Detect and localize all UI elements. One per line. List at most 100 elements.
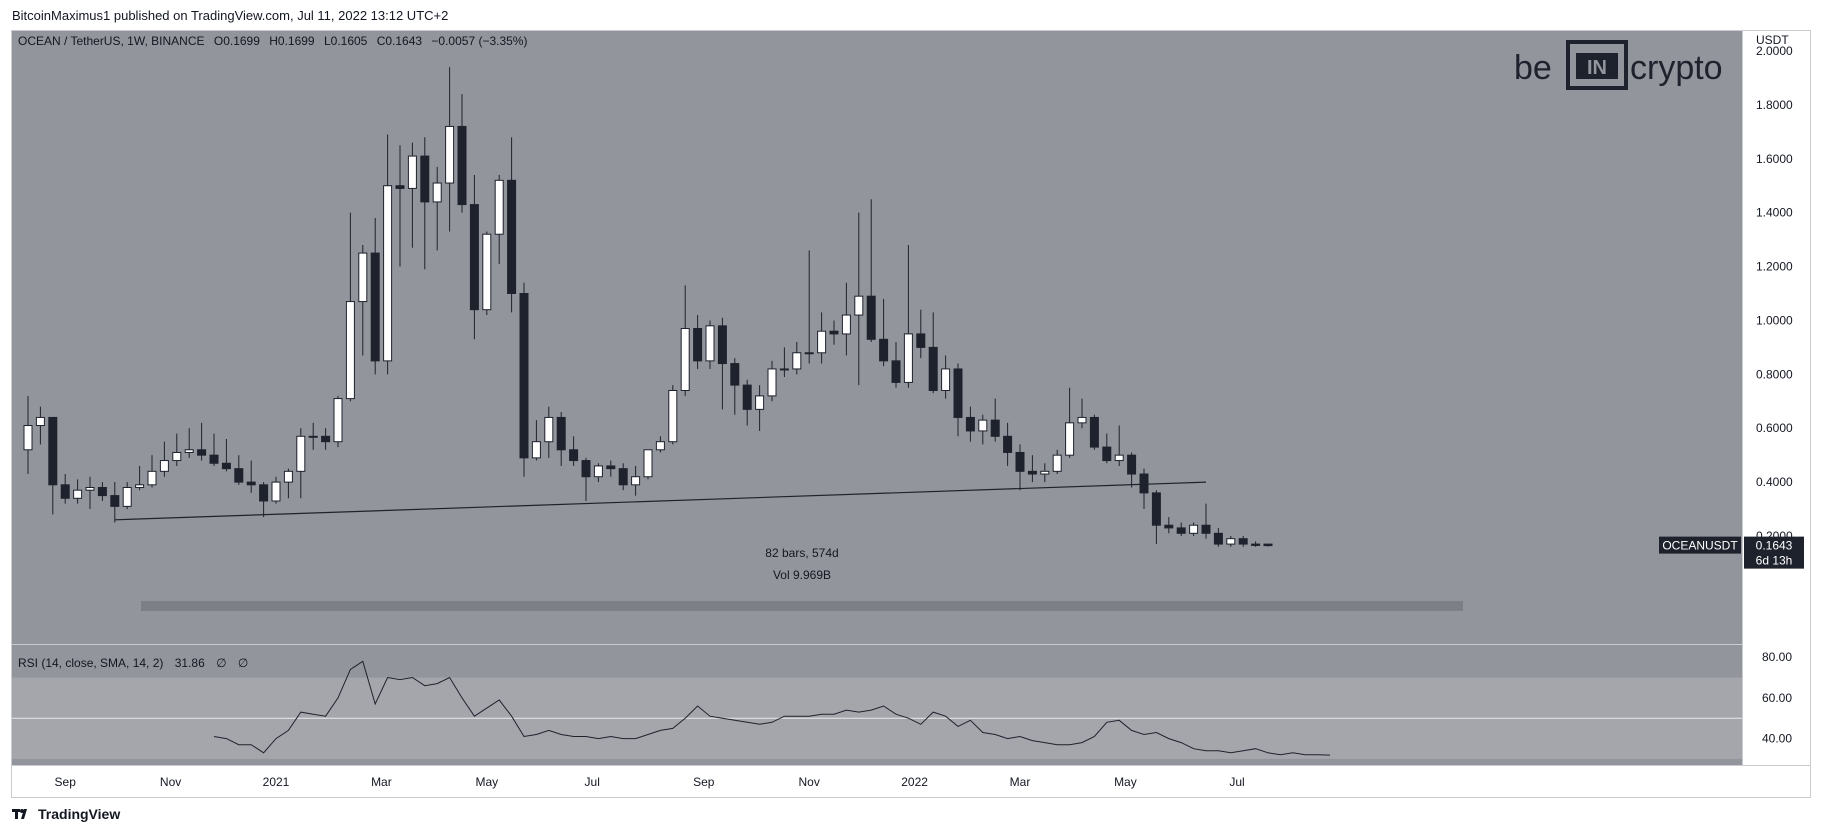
candle-body	[1040, 470, 1050, 475]
candle-body	[1164, 524, 1174, 529]
watermark-box	[1566, 40, 1628, 90]
candle-98	[1238, 536, 1248, 547]
candle-93	[1176, 522, 1186, 536]
candle-body	[879, 338, 889, 362]
candle-body	[903, 333, 913, 383]
candle-37	[482, 231, 492, 316]
candle-body	[1226, 538, 1236, 545]
candle-body	[792, 352, 802, 370]
candle-body	[569, 449, 579, 462]
rsi-tick-label: 40.00	[1762, 732, 1792, 746]
candle-46	[593, 463, 603, 483]
candle-body	[308, 435, 318, 438]
candle-18	[246, 460, 256, 493]
candle-body	[866, 295, 876, 340]
candle-body	[445, 125, 455, 184]
price-label-value: 0.1643	[1756, 539, 1793, 553]
rsi-axis-ticks: 80.00 60.00 40.00	[1762, 650, 1792, 745]
candle-body	[1077, 416, 1087, 424]
candle-65	[829, 320, 839, 345]
price-tick-label: 0.4000	[1756, 475, 1793, 489]
candle-5	[85, 476, 95, 510]
candle-body	[854, 295, 864, 316]
candle-33	[432, 166, 442, 251]
candle-48	[618, 463, 628, 491]
candle-body	[97, 487, 107, 497]
candle-74	[941, 355, 951, 399]
candle-body	[941, 368, 951, 392]
time-tick-label: Nov	[160, 775, 181, 789]
candle-body	[1176, 527, 1186, 534]
candle-56	[717, 317, 727, 410]
candle-body	[73, 489, 83, 499]
candles-group	[23, 67, 1273, 547]
candle-50	[643, 449, 653, 480]
candle-90	[1139, 468, 1149, 510]
candle-body	[23, 425, 33, 451]
candle-78	[990, 398, 1000, 442]
candle-body	[507, 179, 517, 294]
price-axis-unit: USDT	[1756, 33, 1789, 47]
rsi-tick-label: 60.00	[1762, 691, 1792, 705]
symbol-label: OCEANUSDT	[1662, 539, 1738, 553]
candle-body	[110, 495, 120, 507]
candle-body	[184, 449, 194, 453]
candle-70	[891, 342, 901, 388]
candle-2	[48, 416, 58, 515]
price-tick-label: 0.8000	[1756, 367, 1793, 381]
price-label-countdown: 6d 13h	[1756, 554, 1793, 568]
candle-body	[469, 204, 479, 311]
candle-41	[531, 420, 541, 461]
price-tick-label: 0.6000	[1756, 421, 1793, 435]
time-axis-ticks: Sep Nov 2021 Mar May Jul Sep Nov 2022 Mar May Jul	[55, 775, 1245, 789]
candle-body	[990, 419, 1000, 437]
candle-55	[705, 320, 715, 369]
candle-89	[1127, 452, 1137, 488]
candle-100	[1263, 543, 1273, 547]
candle-83	[1052, 449, 1062, 475]
candle-body	[1102, 446, 1112, 462]
candle-99	[1251, 541, 1261, 547]
candle-60	[767, 360, 777, 402]
published-header: BitcoinMaximus1 published on TradingView…	[12, 8, 449, 23]
candle-body	[978, 419, 988, 432]
candle-body	[420, 155, 430, 203]
watermark-be: be	[1514, 49, 1552, 87]
legend-c-label: C	[377, 34, 386, 48]
candle-19	[259, 482, 269, 518]
candle-27	[358, 245, 368, 356]
candle-15	[209, 433, 219, 466]
candle-body	[755, 395, 765, 410]
time-tick-label: May	[475, 775, 498, 789]
chart-frame	[11, 30, 1811, 798]
candle-body	[1089, 416, 1099, 448]
candle-body	[544, 416, 554, 443]
candle-body	[159, 460, 169, 472]
support-trendline[interactable]	[114, 481, 1207, 521]
candle-54	[693, 315, 703, 369]
chart-svg[interactable]: 82 bars, 574d Vol 9.969B 2.0000 1.8000 1.6…	[12, 31, 1810, 797]
time-tick-label: Sep	[55, 775, 77, 789]
candle-body	[519, 293, 529, 459]
candle-29	[383, 134, 393, 375]
rsi-legend-value: 31.86	[175, 656, 205, 670]
candle-68	[866, 199, 876, 342]
watermark-inner	[1576, 53, 1618, 79]
candle-body	[928, 346, 938, 391]
candle-body	[556, 416, 566, 451]
candle-75	[953, 363, 963, 437]
candle-95	[1201, 503, 1211, 539]
candle-body	[333, 398, 343, 443]
candle-body	[370, 252, 380, 362]
rsi-legend-extra2: ∅	[238, 656, 248, 670]
time-tick-label: Mar	[371, 775, 392, 789]
candle-body	[965, 416, 975, 432]
candle-92	[1164, 517, 1174, 534]
watermark-crypto: crypto	[1630, 49, 1723, 87]
symbol-label-bg	[1659, 536, 1741, 554]
rsi-legend: RSI (14, close, SMA, 14, 2) 31.86 ∅ ∅	[18, 656, 248, 670]
legend-h-label: H	[269, 34, 278, 48]
measure-range-band	[141, 601, 1463, 611]
candle-16	[221, 439, 231, 472]
candle-49	[631, 465, 641, 496]
